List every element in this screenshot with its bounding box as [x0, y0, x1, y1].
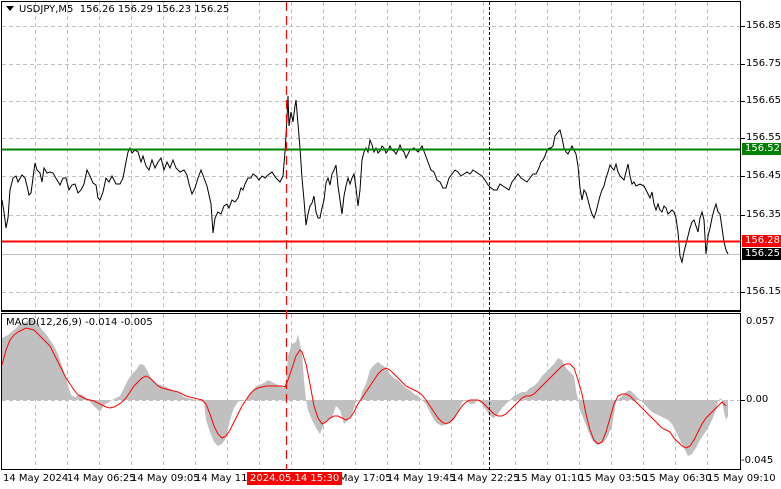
- time-tick: 15 May 01:10: [515, 473, 584, 484]
- price-tick: 156.65: [746, 95, 781, 106]
- price-line: [1, 95, 729, 264]
- macd-tick: 0.00: [746, 394, 769, 405]
- macd-tick: 0.057: [746, 316, 775, 327]
- support-price-tag: 156.28: [742, 235, 781, 247]
- price-tick: 156.15: [746, 286, 781, 297]
- macd-signal-line: [1, 327, 727, 449]
- time-tick: 15 May 09:10: [707, 473, 776, 484]
- price-tick: 156.55: [746, 132, 781, 143]
- symbol-label: USDJPY,M5: [19, 4, 74, 15]
- chart-header[interactable]: USDJPY,M5 156.26 156.29 156.23 156.25: [6, 4, 229, 16]
- price-grid: [2, 26, 740, 293]
- macd-title: MACD(12,26,9) -0.014 -0.005: [6, 317, 153, 328]
- price-tick: 156.45: [746, 170, 781, 181]
- time-tick: 15 May 03:50: [579, 473, 648, 484]
- macd-histogram: [2, 318, 728, 456]
- event-time-highlight: 2024.05.14 15:30: [247, 472, 343, 485]
- time-tick: 15 May 06:30: [643, 473, 712, 484]
- macd-pane-border: [1, 313, 741, 470]
- time-tick: 14 May 19:45: [387, 473, 456, 484]
- price-pane-border: [1, 1, 741, 311]
- resistance-price-tag: 156.52: [742, 143, 781, 155]
- time-tick: 14 May 11:45: [195, 473, 264, 484]
- time-tick: 14 May 09:05: [131, 473, 200, 484]
- time-tick: 14 May 22:25: [451, 473, 520, 484]
- macd-tick: -0.045: [741, 455, 774, 466]
- collapse-triangle-icon[interactable]: [6, 6, 14, 11]
- price-tick: 156.35: [746, 209, 781, 220]
- ohlc-values: 156.26 156.29 156.23 156.25: [79, 4, 230, 15]
- time-tick: 14 May 06:25: [67, 473, 136, 484]
- time-grid: [35, 2, 708, 469]
- price-tick: 156.75: [746, 58, 781, 69]
- current-price-tag: 156.25: [742, 248, 781, 260]
- time-tick: 14 May 2024: [3, 473, 69, 484]
- price-tick: 156.85: [746, 20, 781, 31]
- time-tick: 14 May 17:05: [323, 473, 392, 484]
